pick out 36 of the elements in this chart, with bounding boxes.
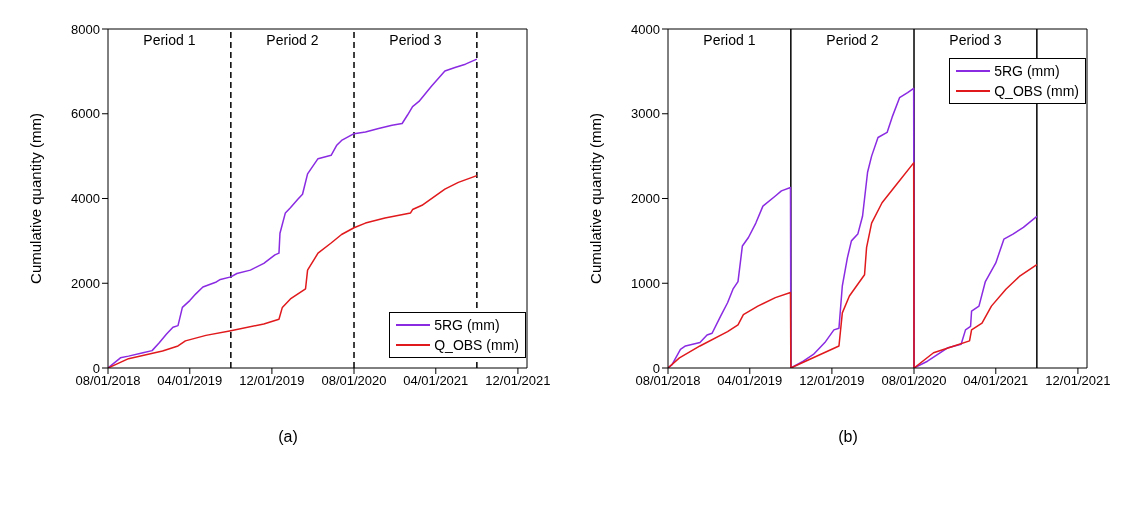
- x-tick-label: 12/01/2021: [485, 373, 551, 389]
- x-tick-label: 12/01/2019: [799, 373, 865, 389]
- y-tick-label: 4000: [631, 21, 660, 37]
- legend-label: 5RG (mm): [434, 316, 500, 335]
- text: (a): [277, 428, 299, 446]
- ref-line-label: Period 1: [143, 31, 196, 48]
- legend-label: Q_OBS (mm): [434, 336, 519, 355]
- ref-line-label: Period 1: [703, 31, 756, 48]
- y-tick-label: 2000: [631, 191, 660, 207]
- ref-line-label: Period 3: [949, 31, 1002, 48]
- y-tick-label: 0: [652, 360, 660, 376]
- y-axis-title: Cumulative quantity (mm): [27, 113, 45, 284]
- legend-label: Q_OBS (mm): [994, 82, 1079, 101]
- legend-label: 5RG (mm): [994, 62, 1060, 81]
- y-tick-label: 1000: [631, 275, 660, 291]
- x-tick-label: 04/01/2019: [157, 373, 223, 389]
- y-tick-label: 2000: [71, 275, 100, 291]
- text: (b): [837, 428, 859, 446]
- x-tick-label: 04/01/2019: [717, 373, 783, 389]
- x-tick-label: 08/01/2018: [635, 373, 701, 389]
- y-tick-label: 0: [92, 360, 100, 376]
- y-tick-label: 3000: [631, 106, 660, 122]
- y-axis-title: Cumulative quantity (mm): [587, 113, 605, 284]
- x-tick-label: 12/01/2021: [1045, 373, 1111, 389]
- x-tick-label: 12/01/2019: [239, 373, 305, 389]
- y-tick-label: 8000: [71, 21, 100, 37]
- ref-line-label: Period 2: [266, 31, 319, 48]
- x-tick-label: 08/01/2020: [881, 373, 947, 389]
- ref-line-label: Period 3: [389, 31, 442, 48]
- x-tick-label: 08/01/2020: [321, 373, 387, 389]
- y-tick-label: 4000: [71, 191, 100, 207]
- x-tick-label: 04/01/2021: [963, 373, 1029, 389]
- y-tick-label: 6000: [71, 106, 100, 122]
- x-tick-label: 08/01/2018: [75, 373, 141, 389]
- x-tick-label: 04/01/2021: [403, 373, 469, 389]
- ref-line-label: Period 2: [826, 31, 879, 48]
